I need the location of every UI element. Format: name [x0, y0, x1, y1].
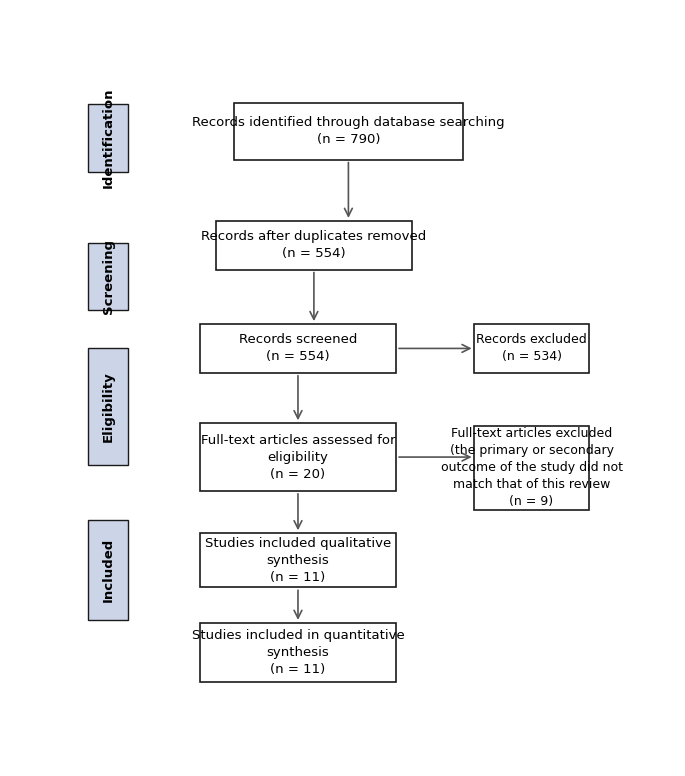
Text: Included: Included — [101, 538, 114, 602]
FancyBboxPatch shape — [200, 423, 396, 491]
FancyBboxPatch shape — [88, 243, 128, 310]
FancyBboxPatch shape — [216, 221, 412, 270]
FancyBboxPatch shape — [475, 324, 588, 373]
FancyBboxPatch shape — [200, 622, 396, 683]
Text: Screening: Screening — [101, 239, 114, 314]
FancyBboxPatch shape — [88, 104, 128, 172]
Text: Studies included in quantitative
synthesis
(n = 11): Studies included in quantitative synthes… — [192, 629, 404, 676]
FancyBboxPatch shape — [88, 348, 128, 466]
FancyBboxPatch shape — [88, 520, 128, 620]
FancyBboxPatch shape — [234, 102, 462, 160]
Text: Full-text articles excluded
(the primary or secondary
outcome of the study did n: Full-text articles excluded (the primary… — [440, 428, 623, 508]
Text: Identification: Identification — [101, 88, 114, 189]
Text: Records identified through database searching
(n = 790): Records identified through database sear… — [192, 116, 505, 146]
FancyBboxPatch shape — [475, 426, 588, 510]
Text: Studies included qualitative
synthesis
(n = 11): Studies included qualitative synthesis (… — [205, 537, 391, 584]
FancyBboxPatch shape — [200, 533, 396, 587]
Text: Eligibility: Eligibility — [101, 372, 114, 442]
Text: Records after duplicates removed
(n = 554): Records after duplicates removed (n = 55… — [201, 230, 427, 260]
FancyBboxPatch shape — [200, 324, 396, 373]
Text: Full-text articles assessed for
eligibility
(n = 20): Full-text articles assessed for eligibil… — [201, 434, 395, 480]
Text: Records screened
(n = 554): Records screened (n = 554) — [239, 334, 357, 363]
Text: Records excluded
(n = 534): Records excluded (n = 534) — [476, 334, 587, 363]
